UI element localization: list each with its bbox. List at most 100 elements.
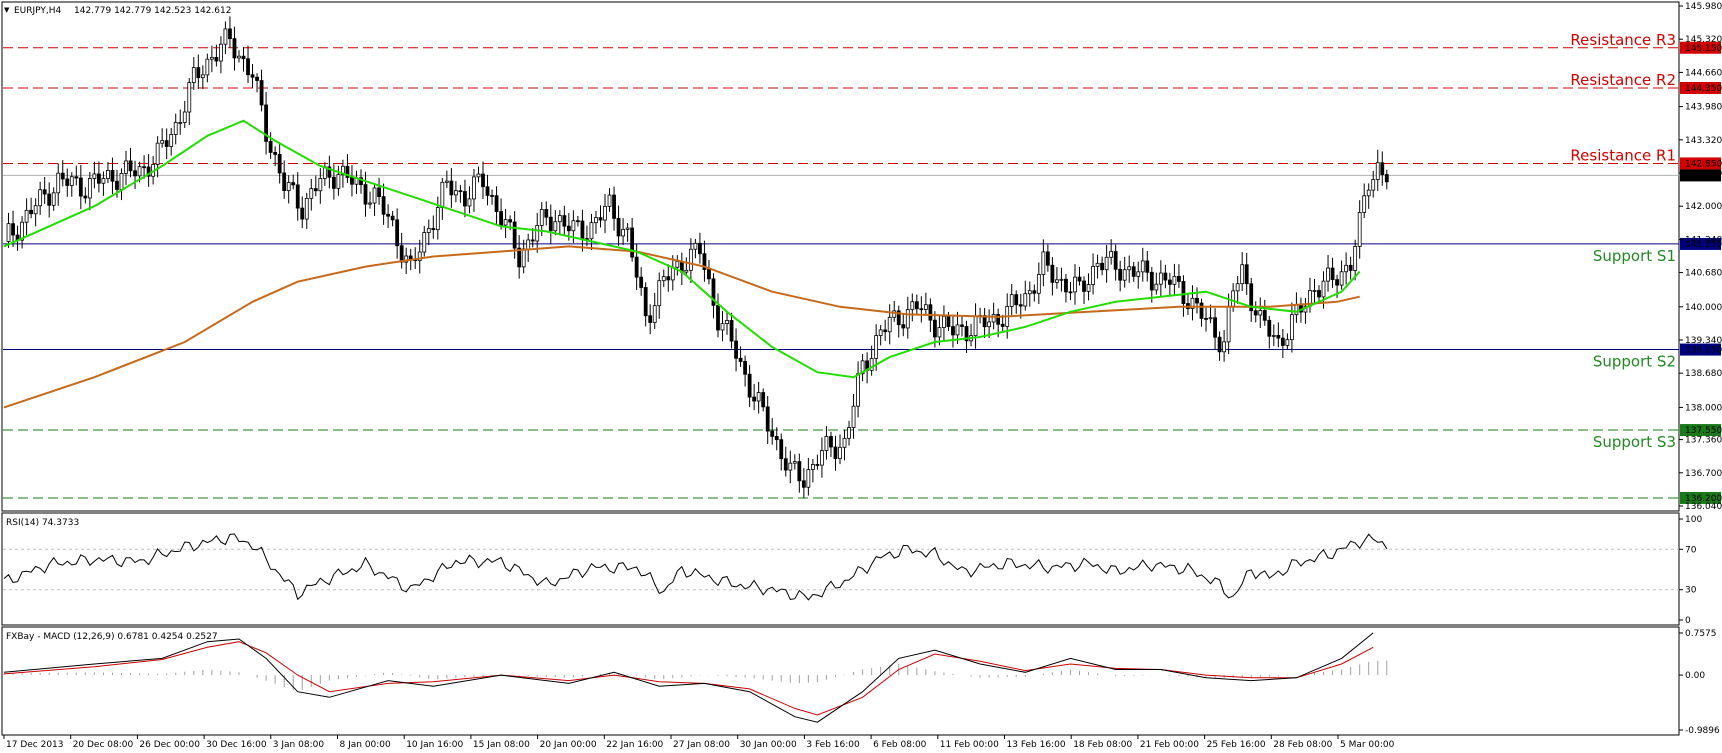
candle-body bbox=[449, 180, 454, 196]
candle-body bbox=[1082, 280, 1086, 292]
candle-body bbox=[191, 67, 196, 83]
level-name-label: Support S3 bbox=[1593, 433, 1676, 451]
candle-body bbox=[1235, 283, 1240, 292]
candle-body bbox=[707, 269, 711, 280]
candle-body bbox=[743, 361, 748, 375]
candle-body bbox=[987, 321, 992, 328]
level-name-label: Resistance R1 bbox=[1570, 146, 1676, 164]
candle-body bbox=[616, 217, 621, 237]
candle-body bbox=[182, 111, 187, 123]
candle-body bbox=[273, 152, 278, 155]
time-tick-label: 28 Feb 08:00 bbox=[1273, 740, 1332, 750]
macd-main-line bbox=[3, 632, 1374, 723]
candle-body bbox=[1041, 251, 1046, 275]
candle-body bbox=[286, 182, 291, 192]
time-tick-label: 6 Feb 08:00 bbox=[873, 740, 927, 750]
rsi-tick-label: 30 bbox=[1685, 586, 1697, 596]
candle-body bbox=[996, 314, 1001, 325]
candle-body bbox=[499, 211, 503, 226]
candle-body bbox=[806, 469, 811, 488]
candle-body bbox=[467, 198, 472, 207]
macd-tick-label: 0.7575 bbox=[1685, 629, 1717, 639]
candle-body bbox=[1289, 314, 1294, 341]
candle-body bbox=[155, 142, 160, 165]
macd-tick-label: -0.9896 bbox=[1685, 726, 1720, 736]
candle-body bbox=[422, 232, 427, 253]
candle-body bbox=[711, 278, 716, 306]
candle-body bbox=[173, 122, 178, 135]
level-price-label: 139.150 bbox=[1685, 346, 1722, 356]
price-tick-label: 136.700 bbox=[1685, 469, 1722, 479]
candle-body bbox=[634, 256, 639, 278]
candle-body bbox=[661, 276, 666, 282]
candle-body bbox=[458, 190, 463, 193]
candle-body bbox=[87, 178, 92, 199]
candle-body bbox=[1199, 302, 1204, 319]
candle-body bbox=[842, 437, 847, 448]
candle-body bbox=[770, 430, 775, 437]
candle-body bbox=[914, 301, 919, 310]
candle-body bbox=[463, 191, 467, 207]
candle-body bbox=[318, 178, 323, 192]
macd-title: FXBay - MACD (12,26,9) 0.6781 0.4254 0.2… bbox=[6, 632, 218, 642]
candle-body bbox=[824, 436, 829, 451]
price-tick-label: 140.000 bbox=[1685, 303, 1722, 313]
candle-body bbox=[521, 248, 526, 268]
candle-body bbox=[1380, 162, 1385, 175]
ohlc-header: 142.779 142.779 142.523 142.612 bbox=[74, 6, 231, 16]
candle-body bbox=[815, 464, 820, 466]
candle-body bbox=[774, 435, 779, 441]
candle-body bbox=[923, 304, 928, 310]
candle-body bbox=[209, 56, 214, 60]
candle-body bbox=[169, 134, 174, 147]
candle-body bbox=[874, 335, 879, 359]
candle-body bbox=[1059, 278, 1064, 281]
candle-body bbox=[548, 216, 553, 232]
candle-body bbox=[444, 180, 449, 183]
candle-body bbox=[788, 462, 793, 471]
price-tick-label: 143.320 bbox=[1685, 136, 1722, 146]
candle-body bbox=[783, 458, 788, 471]
candle-body bbox=[1312, 290, 1317, 292]
candle-body bbox=[146, 166, 151, 177]
candle-body bbox=[1208, 317, 1213, 320]
candle-body bbox=[566, 225, 571, 232]
candle-body bbox=[1055, 279, 1059, 283]
candle-body bbox=[720, 323, 725, 331]
candle-body bbox=[698, 242, 702, 255]
candle-body bbox=[1285, 339, 1290, 346]
candle-body bbox=[1371, 179, 1376, 191]
time-tick-label: 3 Jan 08:00 bbox=[273, 740, 325, 750]
candle-body bbox=[657, 280, 662, 307]
sma-fast-line bbox=[3, 119, 1361, 379]
candle-body bbox=[1326, 267, 1330, 282]
sma-slow-line bbox=[3, 245, 1360, 409]
candle-body bbox=[341, 165, 345, 176]
candle-body bbox=[1172, 275, 1177, 285]
candle-body bbox=[1217, 336, 1222, 353]
candle-body bbox=[1140, 260, 1145, 273]
candle-body bbox=[761, 392, 766, 408]
level-price-tag bbox=[1680, 237, 1721, 250]
candle-body bbox=[1339, 271, 1344, 286]
candle-body bbox=[896, 310, 901, 326]
candle-body bbox=[291, 182, 296, 186]
candle-body bbox=[1321, 280, 1326, 298]
time-tick-label: 17 Dec 2013 bbox=[6, 740, 64, 750]
candle-body bbox=[115, 180, 119, 190]
price-tick-label: 138.000 bbox=[1685, 403, 1722, 413]
candle-body bbox=[476, 173, 481, 178]
level-name-label: Resistance R2 bbox=[1570, 71, 1676, 89]
price-axis: 145.980 145.320 144.660 143.980 143.320 142.6… bbox=[1679, 2, 1722, 512]
candle-body bbox=[223, 28, 228, 45]
candle-body bbox=[363, 184, 368, 205]
candle-body bbox=[304, 197, 309, 220]
candle-body bbox=[1122, 269, 1127, 281]
candle-body bbox=[1384, 174, 1389, 183]
candle-body bbox=[481, 173, 485, 188]
collapse-arrow-icon[interactable]: ▼ bbox=[4, 6, 10, 14]
candle-body bbox=[946, 315, 951, 327]
candle-body bbox=[716, 304, 720, 331]
candle-body bbox=[277, 154, 282, 174]
